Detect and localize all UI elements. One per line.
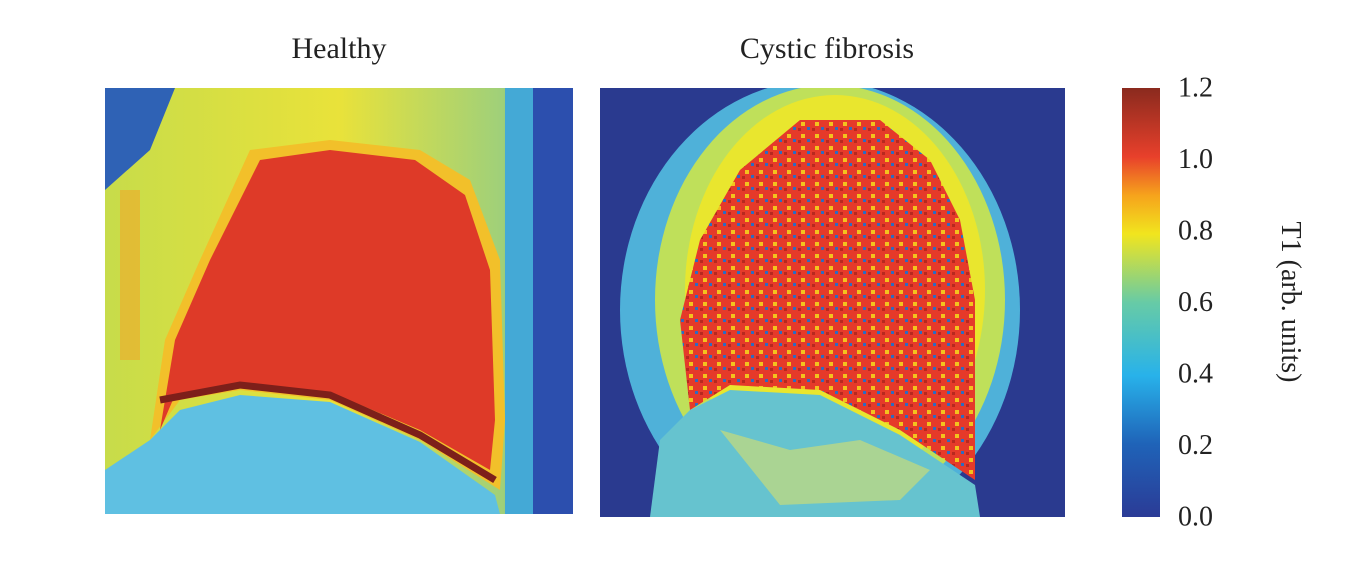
healthy-image xyxy=(105,88,573,514)
panel-title: Cystic fibrosis xyxy=(740,32,914,65)
tick-label: 0.8 xyxy=(1178,215,1213,246)
tick-label: 1.2 xyxy=(1178,72,1213,103)
colorbar-ticks: 0.0 0.2 0.4 0.6 0.8 1.0 1.2 xyxy=(1178,72,1213,532)
tick-label: 0.2 xyxy=(1178,430,1213,461)
tick-label: 0.6 xyxy=(1178,287,1213,318)
cystic-fibrosis-image xyxy=(600,88,1065,517)
panel-title: Healthy xyxy=(292,32,387,65)
colorbar xyxy=(1122,88,1160,517)
tick-label: 1.0 xyxy=(1178,144,1213,175)
colorbar-label: T1 (arb. units) xyxy=(1275,222,1306,383)
tick-label: 0.4 xyxy=(1178,358,1213,389)
tick-label: 0.0 xyxy=(1178,501,1213,532)
